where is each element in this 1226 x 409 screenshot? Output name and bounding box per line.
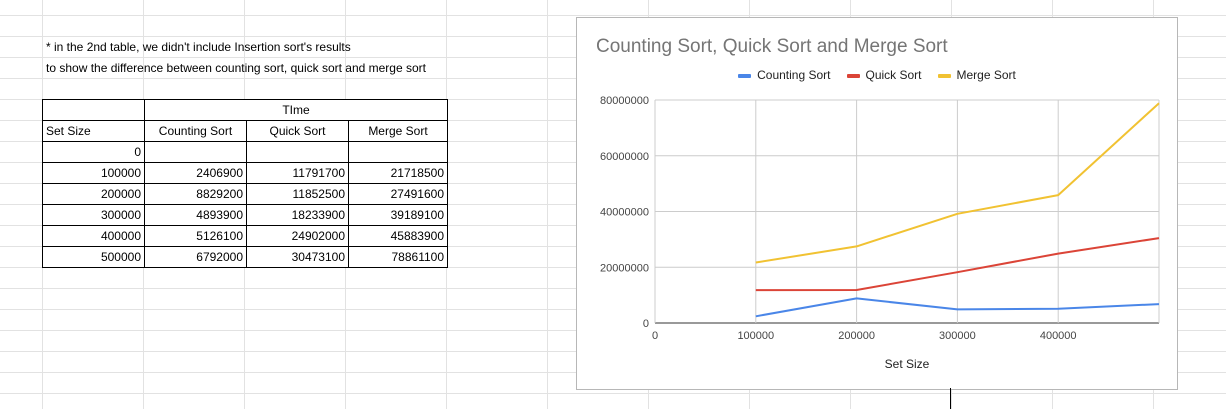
table-cell[interactable] [348, 141, 448, 163]
chart-legend: Counting Sort Quick Sort Merge Sort [577, 68, 1177, 82]
x-tick-label: 200000 [838, 330, 875, 342]
table-corner-cell[interactable] [42, 99, 145, 121]
legend-swatch [738, 73, 752, 78]
table-cell[interactable]: 78861100 [348, 246, 448, 268]
text-cursor [950, 388, 951, 409]
x-axis-title: Set Size [885, 357, 930, 371]
table-cell[interactable]: 8829200 [144, 183, 247, 205]
table-row: 300000 4893900 18233900 39189100 [42, 204, 448, 226]
table-header-row: Set Size Counting Sort Quick Sort Merge … [42, 120, 448, 142]
table-cell[interactable]: 24902000 [246, 225, 349, 247]
y-tick-label: 40000000 [600, 207, 649, 219]
table-cell[interactable]: 400000 [42, 225, 145, 247]
table-cell[interactable]: 27491600 [348, 183, 448, 205]
y-tick-label: 20000000 [600, 262, 649, 274]
y-tick-label: 80000000 [600, 95, 649, 107]
table-cell[interactable]: 21718500 [348, 162, 448, 184]
series-line-merge-sort [755, 102, 1160, 264]
note-line-1: * in the 2nd table, we didn't include In… [46, 40, 351, 54]
table-cell[interactable]: 39189100 [348, 204, 448, 226]
y-tick-label: 0 [643, 318, 649, 330]
note-line-2: to show the difference between counting … [46, 61, 426, 75]
table-cell[interactable]: 45883900 [348, 225, 448, 247]
header-counting-sort[interactable]: Counting Sort [144, 120, 247, 142]
table-cell[interactable]: 18233900 [246, 204, 349, 226]
table-cell[interactable]: 30473100 [246, 246, 349, 268]
legend-item: Merge Sort [937, 68, 1016, 82]
table-cell[interactable]: 6792000 [144, 246, 247, 268]
time-group-header[interactable]: TIme [144, 99, 448, 121]
table-group-header-row: TIme [42, 99, 448, 121]
legend-swatch [846, 73, 860, 78]
legend-item: Quick Sort [846, 68, 922, 82]
x-tick-label: 300000 [939, 330, 976, 342]
table-row: 500000 6792000 30473100 78861100 [42, 246, 448, 268]
series-line-counting-sort [755, 297, 1160, 318]
x-tick-label: 100000 [737, 330, 774, 342]
table-row: 400000 5126100 24902000 45883900 [42, 225, 448, 247]
table-row: 0 [42, 141, 448, 163]
table-cell[interactable]: 200000 [42, 183, 145, 205]
header-merge-sort[interactable]: Merge Sort [348, 120, 448, 142]
x-tick-label: 400000 [1040, 330, 1077, 342]
y-tick-label: 60000000 [600, 151, 649, 163]
table-cell[interactable]: 5126100 [144, 225, 247, 247]
header-set-size[interactable]: Set Size [42, 120, 145, 142]
header-quick-sort[interactable]: Quick Sort [246, 120, 349, 142]
table-cell[interactable] [144, 141, 247, 163]
legend-label: Counting Sort [757, 68, 831, 82]
legend-label: Merge Sort [956, 68, 1016, 82]
table-cell[interactable]: 0 [42, 141, 145, 163]
table-cell[interactable]: 300000 [42, 204, 145, 226]
table-cell[interactable]: 11791700 [246, 162, 349, 184]
legend-item: Counting Sort [738, 68, 831, 82]
table-row: 100000 2406900 11791700 21718500 [42, 162, 448, 184]
chart-plot: 0 20000000 40000000 60000000 80000000 0 100000… [600, 95, 1160, 371]
table-cell[interactable]: 2406900 [144, 162, 247, 184]
table-row: 200000 8829200 11852500 27491600 [42, 183, 448, 205]
table-cell[interactable]: 4893900 [144, 204, 247, 226]
results-table: TIme Set Size Counting Sort Quick Sort M… [42, 99, 448, 268]
legend-swatch [937, 73, 951, 78]
table-cell[interactable]: 11852500 [246, 183, 349, 205]
table-cell[interactable] [246, 141, 349, 163]
legend-label: Quick Sort [865, 68, 922, 82]
x-tick-label: 0 [652, 330, 658, 342]
embedded-chart[interactable]: 0 20000000 40000000 60000000 80000000 0 100000… [576, 17, 1178, 390]
series-line-quick-sort [755, 237, 1160, 292]
table-cell[interactable]: 100000 [42, 162, 145, 184]
table-cell[interactable]: 500000 [42, 246, 145, 268]
chart-title: Counting Sort, Quick Sort and Merge Sort [596, 36, 948, 57]
